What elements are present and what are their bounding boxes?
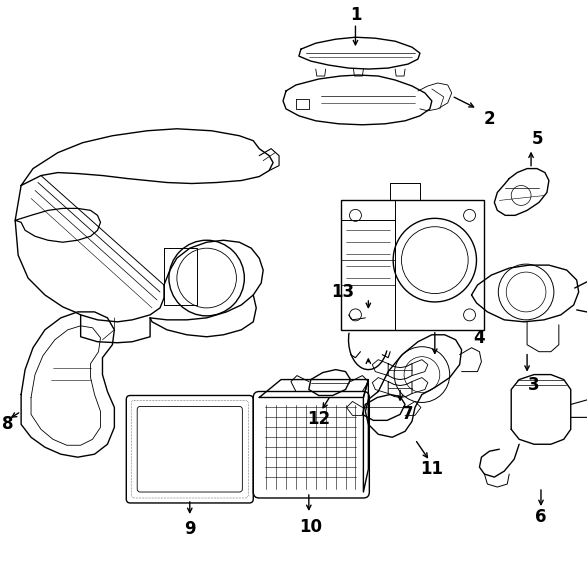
Bar [340, 201, 485, 330]
Text: 11: 11 [420, 460, 443, 478]
Text: 2: 2 [483, 110, 495, 128]
Text: 13: 13 [331, 283, 354, 301]
Text: 6: 6 [535, 508, 547, 526]
Text: 1: 1 [350, 6, 361, 24]
Text: 5: 5 [531, 129, 543, 148]
Text: 7: 7 [402, 405, 414, 424]
Text: 8: 8 [2, 416, 14, 434]
Text: 4: 4 [474, 329, 485, 347]
Text: 3: 3 [528, 376, 540, 394]
Text: 10: 10 [299, 518, 322, 536]
Text: 9: 9 [184, 520, 196, 538]
Text: 12: 12 [307, 410, 330, 428]
